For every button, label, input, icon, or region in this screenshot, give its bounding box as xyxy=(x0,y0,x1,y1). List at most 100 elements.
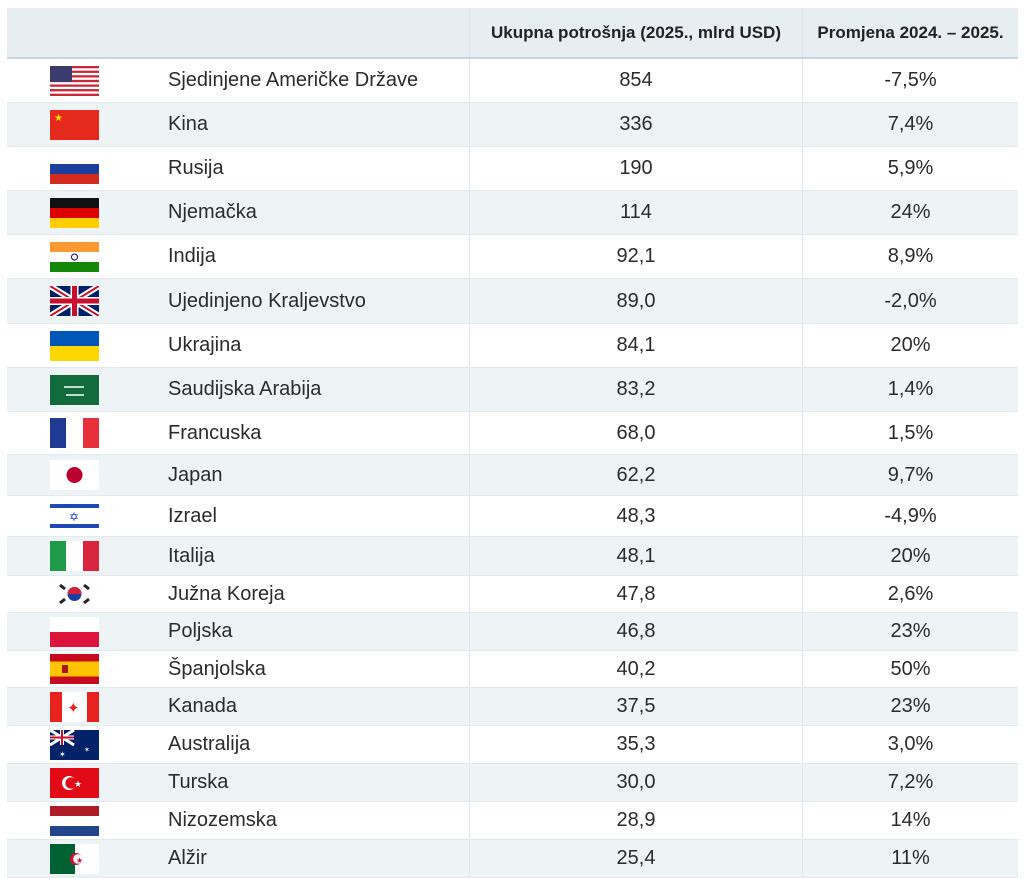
change-cell: 1,4% xyxy=(803,368,1018,411)
flag-ru-icon xyxy=(50,153,99,184)
total-spending-cell: 46,8 xyxy=(470,613,803,650)
flag-kr-icon xyxy=(50,579,99,609)
country-name: Sjedinjene Američke Države xyxy=(168,69,419,91)
total-spending-cell: 62,2 xyxy=(470,455,803,495)
total-spending-value: 48,1 xyxy=(616,544,656,567)
country-name: Turska xyxy=(168,771,229,793)
flag-gb-icon xyxy=(50,286,99,316)
change-value: 14% xyxy=(890,809,931,831)
change-cell: 14% xyxy=(803,802,1018,839)
country-name: Izrael xyxy=(168,504,217,527)
change-cell: -2,0% xyxy=(803,279,1018,323)
total-spending-cell: 89,0 xyxy=(470,279,803,323)
country-cell: Španjolska xyxy=(7,651,470,687)
country-cell: Sjedinjene Američke Države xyxy=(7,59,470,102)
flag-us-icon xyxy=(50,65,99,96)
table-row: Rusija 190 5,9% xyxy=(7,147,1018,191)
country-name: Španjolska xyxy=(168,657,266,680)
flag-cn-icon: ★ xyxy=(50,109,99,140)
change-value: -4,9% xyxy=(884,504,937,527)
change-value: 11% xyxy=(891,847,930,869)
table-row: ★ Kina 336 7,4% xyxy=(7,103,1018,147)
change-cell: -4,9% xyxy=(803,496,1018,536)
change-cell: 8,9% xyxy=(803,235,1018,278)
change-value: 20% xyxy=(890,544,931,567)
total-spending-value: 37,5 xyxy=(616,695,656,717)
table-row: ✡ Izrael 48,3 -4,9% xyxy=(7,496,1018,537)
change-value: 1,5% xyxy=(887,421,934,444)
svg-text:★: ★ xyxy=(76,856,83,865)
country-name: Kina xyxy=(168,113,209,135)
flag-dz-icon: ★ xyxy=(50,843,99,874)
table-row: Južna Koreja 47,8 2,6% xyxy=(7,576,1018,613)
country-cell: Indija xyxy=(7,235,470,278)
total-spending-cell: 92,1 xyxy=(470,235,803,278)
table-row: Njemačka 114 24% xyxy=(7,191,1018,235)
country-cell: ★ Kina xyxy=(7,103,470,146)
country-cell: Njemačka xyxy=(7,191,470,234)
change-cell: 20% xyxy=(803,537,1018,575)
country-cell: Poljska xyxy=(7,613,470,650)
header-total-spending: Ukupna potrošnja (2025., mlrd USD) xyxy=(470,8,803,57)
country-cell: Južna Koreja xyxy=(7,576,470,612)
flag-il-icon: ✡ xyxy=(50,501,99,531)
total-spending-value: 46,8 xyxy=(616,620,656,642)
change-value: 7,4% xyxy=(887,113,934,135)
table-row: Italija 48,1 20% xyxy=(7,537,1018,576)
svg-text:★: ★ xyxy=(74,779,82,789)
flag-au-icon: ✶✶ xyxy=(50,729,99,760)
table-row: ✶ ✶ Australija 35,3 3,0% xyxy=(7,726,1018,764)
total-spending-cell: 84,1 xyxy=(470,324,803,367)
total-spending-value: 40,2 xyxy=(616,657,656,680)
change-cell: 9,7% xyxy=(803,455,1018,495)
change-cell: 3,0% xyxy=(803,726,1018,763)
change-value: 23% xyxy=(890,695,931,717)
total-spending-value: 48,3 xyxy=(616,504,656,527)
svg-text:✡: ✡ xyxy=(69,510,79,524)
total-spending-cell: 190 xyxy=(470,147,803,190)
total-spending-value: 47,8 xyxy=(616,582,656,605)
table-row: ★ Alžir 25,4 11% xyxy=(7,840,1018,878)
flag-es-icon xyxy=(50,654,99,684)
change-value: 20% xyxy=(890,334,931,356)
change-value: 1,4% xyxy=(887,378,934,400)
country-cell: ★ Alžir xyxy=(7,840,470,877)
change-value: 5,9% xyxy=(887,157,934,179)
total-spending-cell: 40,2 xyxy=(470,651,803,687)
total-spending-value: 84,1 xyxy=(616,334,656,356)
total-spending-value: 854 xyxy=(619,69,653,91)
change-cell: 24% xyxy=(803,191,1018,234)
change-cell: 23% xyxy=(803,688,1018,725)
change-value: -2,0% xyxy=(884,289,937,312)
table-row: Poljska 46,8 23% xyxy=(7,613,1018,651)
header-country xyxy=(7,8,470,57)
total-spending-cell: 37,5 xyxy=(470,688,803,725)
table-row: Indija 92,1 8,9% xyxy=(7,235,1018,279)
total-spending-cell: 48,1 xyxy=(470,537,803,575)
country-name: Nizozemska xyxy=(168,809,277,831)
flag-pl-icon xyxy=(50,616,99,647)
country-cell: Italija xyxy=(7,537,470,575)
change-value: 8,9% xyxy=(887,245,934,267)
country-cell: Japan xyxy=(7,455,470,495)
change-value: -7,5% xyxy=(884,69,937,91)
total-spending-cell: 25,4 xyxy=(470,840,803,877)
flag-tr-icon: ★ xyxy=(50,767,99,798)
svg-text:✦: ✦ xyxy=(67,700,80,717)
country-name: Japan xyxy=(168,463,223,486)
total-spending-value: 92,1 xyxy=(616,245,656,267)
change-value: 23% xyxy=(890,620,931,642)
total-spending-cell: 30,0 xyxy=(470,764,803,801)
svg-text:★: ★ xyxy=(54,113,63,124)
change-cell: 23% xyxy=(803,613,1018,650)
table-body: Sjedinjene Američke Države 854 -7,5% ★ K… xyxy=(7,59,1018,878)
total-spending-value: 68,0 xyxy=(616,421,656,444)
table-row: Japan 62,2 9,7% xyxy=(7,455,1018,496)
change-cell: 7,2% xyxy=(803,764,1018,801)
change-value: 2,6% xyxy=(887,582,934,605)
table-row: Španjolska 40,2 50% xyxy=(7,651,1018,688)
total-spending-cell: 68,0 xyxy=(470,412,803,454)
country-cell: Ukrajina xyxy=(7,324,470,367)
country-cell: ★ Turska xyxy=(7,764,470,801)
flag-de-icon xyxy=(50,197,99,228)
